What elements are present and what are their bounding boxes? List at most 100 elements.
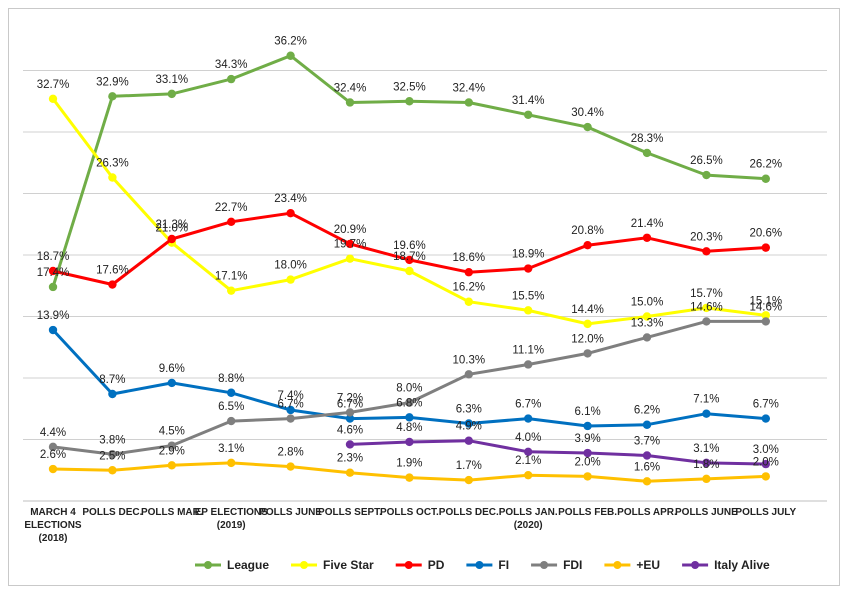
series-line-italy-alive bbox=[349, 439, 766, 466]
legend-label-league: League bbox=[227, 558, 269, 572]
legend-label-eu: +EU bbox=[636, 558, 660, 572]
data-label-fdi: 8.0% bbox=[396, 383, 422, 395]
data-label-italy-alive: 3.0% bbox=[753, 444, 779, 456]
data-point-league bbox=[702, 170, 711, 180]
data-label-italy-alive: 3.1% bbox=[693, 443, 719, 455]
data-label-league: 28.3% bbox=[631, 133, 664, 145]
data-point-pd bbox=[583, 240, 592, 250]
data-label-fdi: 3.8% bbox=[99, 434, 125, 446]
legend-marker-fi bbox=[475, 561, 484, 569]
data-label-eu: 1.7% bbox=[456, 460, 482, 472]
data-point-eu bbox=[227, 458, 236, 468]
data-point-league bbox=[642, 148, 652, 158]
data-point-league bbox=[48, 282, 58, 292]
data-label-fi: 6.7% bbox=[515, 399, 541, 411]
data-point-eu bbox=[345, 468, 355, 477]
data-label-league: 30.4% bbox=[571, 107, 604, 119]
data-point-league bbox=[405, 97, 414, 106]
data-label-eu: 2.0% bbox=[753, 456, 779, 468]
data-point-five-star bbox=[642, 312, 652, 321]
data-label-fi: 6.7% bbox=[753, 399, 779, 411]
data-label-fdi: 10.3% bbox=[452, 354, 485, 366]
data-point-fi bbox=[761, 414, 770, 423]
data-label-league: 32.5% bbox=[393, 81, 426, 93]
data-label-fdi: 6.7% bbox=[277, 399, 303, 411]
data-label-fdi: 11.1% bbox=[512, 344, 544, 356]
chart-frame: MARCH 4 ELECTIONS (2018) POLLS DEC. POLLS MA… bbox=[8, 8, 840, 586]
data-point-fdi bbox=[464, 370, 473, 379]
legend-marker-league bbox=[204, 561, 212, 569]
data-point-fdi bbox=[48, 442, 58, 452]
data-label-five-star: 26.3% bbox=[96, 158, 129, 170]
data-point-eu bbox=[167, 461, 176, 470]
data-point-five-star bbox=[761, 311, 770, 320]
data-label-italy-alive: 4.6% bbox=[337, 424, 363, 436]
data-point-fdi bbox=[642, 333, 652, 342]
data-point-five-star bbox=[524, 306, 533, 315]
data-label-fdi: 12.0% bbox=[571, 333, 604, 345]
data-label-five-star: 15.0% bbox=[631, 297, 664, 309]
data-point-five-star bbox=[464, 297, 473, 306]
data-point-fdi bbox=[227, 416, 236, 426]
data-label-fi: 8.7% bbox=[99, 374, 125, 386]
data-label-fdi: 6.5% bbox=[218, 401, 244, 413]
data-point-league bbox=[583, 122, 592, 132]
data-point-five-star bbox=[405, 266, 414, 276]
x-tick-label: MARCH 4 ELECTIONS (2018) bbox=[24, 507, 82, 544]
x-tick-label: POLLS DEC. bbox=[439, 507, 499, 518]
legend-label-pd: PD bbox=[428, 558, 445, 572]
data-label-pd: 23.4% bbox=[274, 193, 307, 205]
data-label-league: 32.9% bbox=[96, 76, 129, 88]
data-point-fi bbox=[48, 325, 58, 335]
data-label-eu: 2.9% bbox=[159, 445, 185, 457]
data-label-league: 34.3% bbox=[215, 59, 248, 71]
data-label-eu: 2.3% bbox=[337, 453, 363, 465]
data-point-five-star bbox=[345, 254, 355, 263]
data-point-five-star bbox=[227, 286, 236, 295]
data-label-league: 32.4% bbox=[334, 82, 367, 94]
data-point-league bbox=[227, 74, 236, 84]
data-label-fi: 9.6% bbox=[159, 363, 185, 375]
data-point-fi bbox=[286, 405, 295, 415]
data-label-five-star: 15.7% bbox=[690, 288, 723, 300]
data-point-fdi bbox=[583, 349, 592, 358]
legend-marker-eu bbox=[613, 561, 622, 569]
legend-marker-italy-alive bbox=[691, 561, 700, 569]
data-label-italy-alive: 3.9% bbox=[574, 433, 600, 445]
data-point-italy-alive bbox=[345, 440, 355, 449]
data-label-eu: 2.6% bbox=[40, 449, 66, 461]
data-label-fi: 6.3% bbox=[456, 404, 482, 416]
data-label-five-star: 14.4% bbox=[571, 304, 604, 316]
data-label-fi: 8.8% bbox=[218, 373, 244, 385]
data-label-pd: 18.7% bbox=[37, 251, 70, 263]
legend-label-five-star: Five Star bbox=[323, 558, 374, 572]
data-point-italy-alive bbox=[524, 447, 533, 456]
data-point-fi bbox=[108, 389, 117, 399]
data-point-five-star bbox=[702, 303, 711, 313]
legend-marker-fdi bbox=[540, 561, 549, 569]
data-label-five-star: 18.7% bbox=[393, 251, 426, 263]
data-point-pd bbox=[702, 247, 711, 256]
data-label-fdi: 7.2% bbox=[337, 392, 363, 404]
data-point-five-star bbox=[48, 94, 58, 103]
data-label-fi: 13.9% bbox=[37, 310, 70, 322]
data-label-italy-alive: 4.0% bbox=[515, 432, 541, 444]
data-point-fdi bbox=[524, 360, 533, 369]
data-label-league: 33.1% bbox=[155, 74, 188, 86]
legend-marker-pd bbox=[404, 561, 413, 569]
data-label-five-star: 17.1% bbox=[215, 271, 248, 283]
data-label-pd: 21.3% bbox=[155, 219, 188, 231]
data-point-eu bbox=[702, 474, 711, 484]
data-point-league bbox=[464, 98, 473, 107]
data-point-eu bbox=[642, 477, 652, 486]
data-point-fi bbox=[464, 419, 473, 428]
data-label-fi: 7.1% bbox=[693, 394, 719, 406]
data-point-fdi bbox=[345, 408, 355, 417]
data-point-league bbox=[286, 51, 295, 60]
data-point-fi bbox=[167, 378, 176, 388]
data-point-eu bbox=[405, 473, 414, 482]
data-label-italy-alive: 4.8% bbox=[396, 422, 422, 434]
data-label-eu: 2.8% bbox=[277, 447, 303, 459]
data-point-fi bbox=[524, 414, 533, 423]
data-label-fi: 6.1% bbox=[574, 406, 600, 418]
